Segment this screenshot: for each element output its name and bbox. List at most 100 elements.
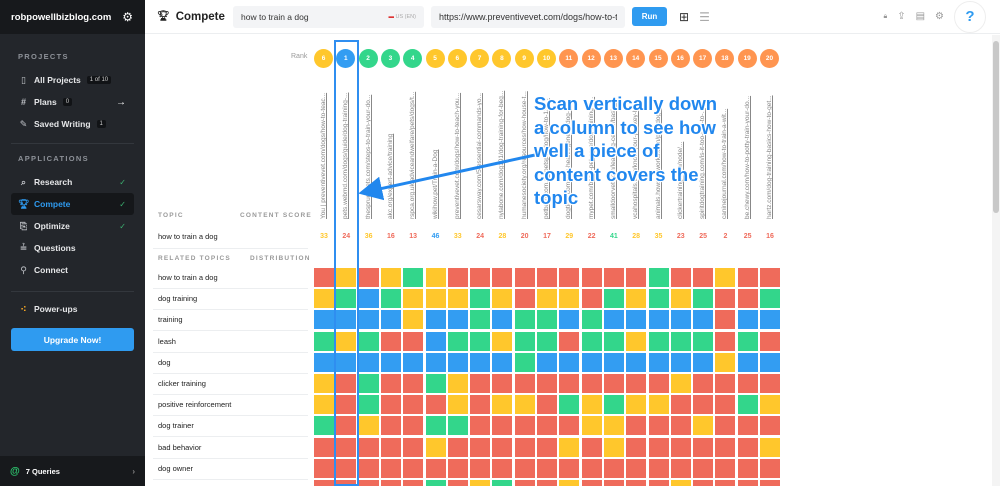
heatmap-cell[interactable] <box>715 331 736 351</box>
heatmap-cell[interactable] <box>358 352 379 372</box>
heatmap-cell[interactable] <box>581 437 602 457</box>
heatmap-cell[interactable] <box>693 480 714 486</box>
heatmap-cell[interactable] <box>380 437 401 457</box>
heatmap-cell[interactable] <box>336 416 357 436</box>
heatmap-cell[interactable] <box>559 352 580 372</box>
heatmap-cell[interactable] <box>470 310 491 330</box>
competitor-url-link[interactable]: be.chewy.com/how-to-potty-train-your-do.… <box>743 79 753 219</box>
heatmap-cell[interactable] <box>760 268 780 287</box>
settings-icon[interactable]: ⚙ <box>935 11 944 22</box>
sidebar-item-optimize[interactable]: ⎘ Optimize ✓ <box>11 215 134 237</box>
rank-badge[interactable]: 8 <box>492 49 512 68</box>
heatmap-cell[interactable] <box>403 268 424 287</box>
heatmap-cell[interactable] <box>425 416 446 436</box>
rank-badge[interactable]: 5 <box>425 49 445 68</box>
heatmap-cell[interactable] <box>760 331 780 351</box>
heatmap-cell[interactable] <box>403 352 424 372</box>
heatmap-cell[interactable] <box>470 458 491 478</box>
heatmap-cell[interactable] <box>648 289 669 309</box>
heatmap-cell[interactable] <box>715 352 736 372</box>
heatmap-cell[interactable] <box>760 480 780 486</box>
rank-badge[interactable]: 6 <box>447 49 467 68</box>
heatmap-cell[interactable] <box>760 395 780 415</box>
heatmap-cell[interactable] <box>626 374 647 393</box>
queries-footer[interactable]: @ 7 Queries › <box>0 456 145 486</box>
heatmap-cell[interactable] <box>670 437 691 457</box>
heatmap-cell[interactable] <box>314 268 334 287</box>
heatmap-cell[interactable] <box>425 395 446 415</box>
heatmap-cell[interactable] <box>559 395 580 415</box>
heatmap-cell[interactable] <box>470 416 491 436</box>
heatmap-cell[interactable] <box>470 268 491 287</box>
run-button[interactable]: Run <box>632 7 667 26</box>
heatmap-cell[interactable] <box>336 268 357 287</box>
heatmap-cell[interactable] <box>358 437 379 457</box>
heatmap-cell[interactable] <box>514 374 535 393</box>
heatmap-cell[interactable] <box>447 480 468 486</box>
heatmap-cell[interactable] <box>447 374 468 393</box>
rank-badge[interactable]: 6 <box>314 49 333 68</box>
heatmap-cell[interactable] <box>603 268 624 287</box>
sidebar-item-powerups[interactable]: ⁖ Power-ups <box>11 298 134 320</box>
competitor-url-link[interactable]: hartz.com/dog-training-basics-how-to-get… <box>765 79 775 219</box>
heatmap-cell[interactable] <box>693 395 714 415</box>
heatmap-cell[interactable] <box>737 374 758 393</box>
content-score-heading[interactable]: CONTENT SCORE <box>240 212 312 219</box>
heatmap-cell[interactable] <box>559 458 580 478</box>
heatmap-cell[interactable] <box>760 458 780 478</box>
rank-badge[interactable]: 9 <box>514 49 534 68</box>
heatmap-cell[interactable] <box>715 395 736 415</box>
heatmap-cell[interactable] <box>380 331 401 351</box>
heatmap-cell[interactable] <box>581 395 602 415</box>
heatmap-cell[interactable] <box>492 352 513 372</box>
heatmap-cell[interactable] <box>537 289 557 309</box>
heatmap-cell[interactable] <box>336 310 357 330</box>
heatmap-cell[interactable] <box>514 331 535 351</box>
heatmap-cell[interactable] <box>470 289 491 309</box>
heatmap-cell[interactable] <box>336 374 357 393</box>
heatmap-cell[interactable] <box>670 289 691 309</box>
heatmap-cell[interactable] <box>648 374 669 393</box>
heatmap-cell[interactable] <box>403 416 424 436</box>
heatmap-cell[interactable] <box>314 480 334 486</box>
heatmap-cell[interactable] <box>314 416 334 436</box>
heatmap-cell[interactable] <box>492 331 513 351</box>
heatmap-cell[interactable] <box>760 416 780 436</box>
heatmap-cell[interactable] <box>626 352 647 372</box>
heatmap-cell[interactable] <box>358 458 379 478</box>
heatmap-cell[interactable] <box>336 458 357 478</box>
heatmap-cell[interactable] <box>425 480 446 486</box>
heatmap-cell[interactable] <box>447 289 468 309</box>
heatmap-cell[interactable] <box>470 331 491 351</box>
heatmap-cell[interactable] <box>693 374 714 393</box>
rank-badge[interactable]: 16 <box>670 49 690 68</box>
rank-badge[interactable]: 14 <box>626 49 646 68</box>
heatmap-cell[interactable] <box>603 480 624 486</box>
heatmap-cell[interactable] <box>403 310 424 330</box>
heatmap-cell[interactable] <box>514 395 535 415</box>
heatmap-cell[interactable] <box>403 480 424 486</box>
heatmap-cell[interactable] <box>626 437 647 457</box>
heatmap-cell[interactable] <box>648 331 669 351</box>
heatmap-cell[interactable] <box>737 310 758 330</box>
heatmap-cell[interactable] <box>358 268 379 287</box>
heatmap-cell[interactable] <box>514 480 535 486</box>
heatmap-cell[interactable] <box>737 268 758 287</box>
sidebar-item-saved-writing[interactable]: ✎ Saved Writing 1 <box>11 113 134 135</box>
heatmap-cell[interactable] <box>648 416 669 436</box>
heatmap-cell[interactable] <box>492 416 513 436</box>
rank-badge[interactable]: 12 <box>581 49 601 68</box>
heatmap-cell[interactable] <box>715 374 736 393</box>
heatmap-cell[interactable] <box>603 310 624 330</box>
heatmap-cell[interactable] <box>648 437 669 457</box>
heatmap-cell[interactable] <box>492 395 513 415</box>
distribution-heading[interactable]: DISTRIBUTION <box>250 255 311 262</box>
heatmap-cell[interactable] <box>715 437 736 457</box>
rank-badge[interactable]: 11 <box>559 49 579 68</box>
heatmap-cell[interactable] <box>537 416 557 436</box>
heatmap-cell[interactable] <box>425 437 446 457</box>
gear-icon[interactable]: ⚙ <box>122 10 133 24</box>
heatmap-cell[interactable] <box>537 310 557 330</box>
heatmap-cell[interactable] <box>626 268 647 287</box>
heatmap-cell[interactable] <box>760 310 780 330</box>
